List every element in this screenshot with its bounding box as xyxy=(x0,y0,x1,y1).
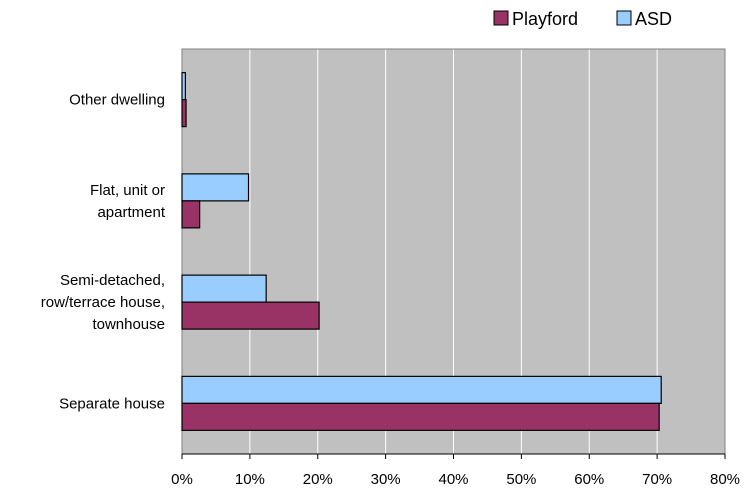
x-tick-label: 80% xyxy=(710,471,740,488)
bar-asd-1 xyxy=(181,173,250,202)
category-label: apartment xyxy=(97,204,165,221)
x-tick-label: 60% xyxy=(574,471,604,488)
x-tick-label: 40% xyxy=(438,471,468,488)
x-tick-label: 70% xyxy=(642,471,672,488)
category-label: Other dwelling xyxy=(69,92,165,109)
bars xyxy=(181,72,662,431)
category-labels: Other dwelling Flat, unit or apartment Semi… xyxy=(41,92,166,413)
category-label: row/terrace house, xyxy=(41,294,165,311)
x-tick-label: 20% xyxy=(303,471,333,488)
x-tick-label: 30% xyxy=(371,471,401,488)
category-label: Semi-detached, xyxy=(60,272,165,289)
category-label: townhouse xyxy=(92,316,165,333)
legend-swatch-asd xyxy=(616,10,632,26)
category-label: Flat, unit or xyxy=(90,182,165,199)
x-tick-label: 0% xyxy=(171,471,193,488)
x-tick-label: 10% xyxy=(235,471,265,488)
bar-playford-0 xyxy=(181,99,187,128)
legend-swatch-playford xyxy=(493,10,509,26)
bar-playford-3 xyxy=(181,402,660,431)
category-label: Separate house xyxy=(59,395,165,412)
legend-label-playford: Playford xyxy=(512,9,578,29)
bar-asd-3 xyxy=(181,375,662,404)
bar-asd-2 xyxy=(181,274,267,303)
legend-label-asd: ASD xyxy=(635,9,672,29)
legend: Playford ASD xyxy=(493,9,672,29)
bar-playford-2 xyxy=(181,301,320,330)
bar-asd-0 xyxy=(181,72,186,101)
x-tick-label: 50% xyxy=(506,471,536,488)
bar-playford-1 xyxy=(181,200,201,229)
x-axis-ticks: 0% 10% 20% 30% 40% 50% 60% 70% 80% xyxy=(171,453,740,488)
